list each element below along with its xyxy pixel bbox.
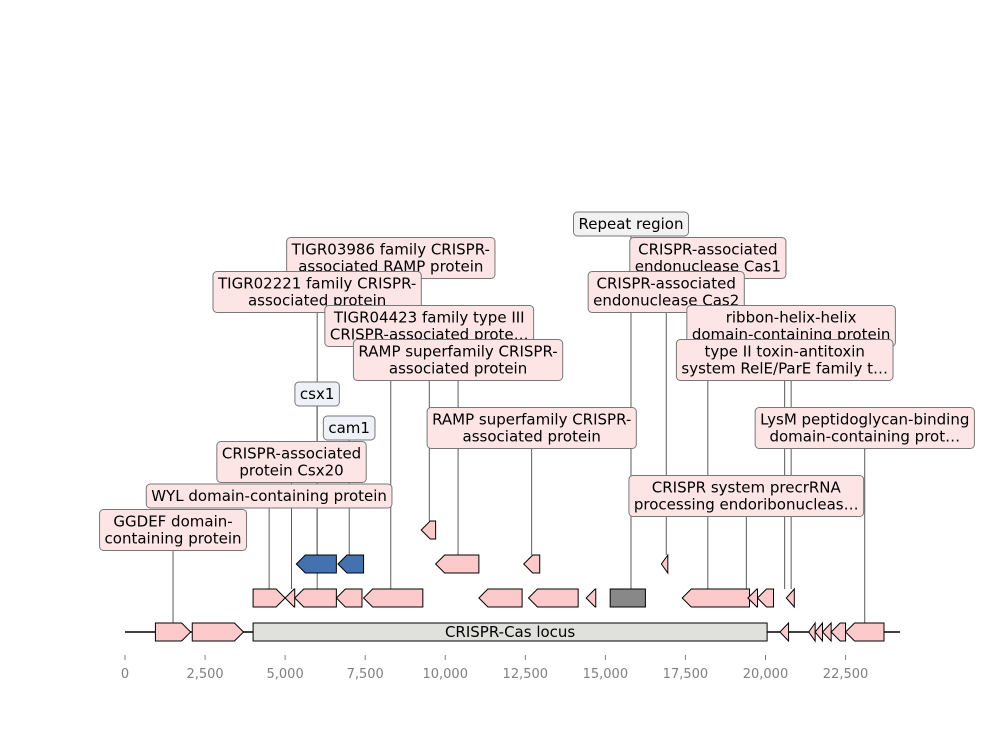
feature-label-text: Repeat region	[578, 215, 683, 233]
feature-label-box	[352, 339, 564, 381]
feature-label-text: containing protein	[105, 530, 242, 548]
gene-arrow	[808, 621, 816, 643]
gene-arrow	[585, 588, 597, 608]
axis-tick-label: 10,000	[422, 667, 468, 682]
crispr-cas-locus-box	[252, 622, 768, 642]
axis-tick-label: 0	[121, 667, 129, 682]
repeat-region-feature	[609, 588, 646, 608]
gene-arrow	[527, 588, 579, 608]
x-axis: 0 2,500 5,000 7,500 10,000 12,500 15,000 17,500…	[121, 655, 868, 682]
feature-label-box	[426, 407, 637, 449]
axis-tick-label: 17,500	[663, 667, 709, 682]
gene-arrow	[335, 588, 363, 608]
gene-arrow	[844, 622, 885, 642]
gene-arrow	[434, 554, 480, 574]
gene-arrow	[284, 588, 296, 608]
feature-label: RAMP superfamily CRISPR-associated prote…	[352, 339, 564, 381]
feature-labels: Repeat region TIGR03986 family CRISPR-ass…	[99, 211, 975, 551]
feature-label-text: TIGR02221 family CRISPR-	[217, 275, 416, 293]
feature-label: LysM peptidoglycan-bindingdomain-contain…	[754, 407, 975, 449]
gene-arrow	[420, 520, 437, 540]
feature-label: GGDEF domain-containing protein	[99, 509, 248, 551]
feature-label-text: processing endoribonucleas…	[634, 496, 859, 514]
feature-label-text: CRISPR system precrRNA	[652, 479, 842, 497]
feature-label-box	[145, 483, 393, 509]
feature-label-text: CRISPR-associated	[638, 241, 777, 259]
feature-label: csx1	[294, 381, 340, 407]
gene-arrow	[191, 622, 245, 642]
feature-label-text: protein Csx20	[239, 462, 343, 480]
feature-label-text: associated protein	[389, 360, 527, 378]
feature-label-box	[322, 415, 376, 441]
gene-arrow	[747, 588, 758, 608]
feature-label-text: type II toxin-antitoxin	[705, 343, 865, 361]
axis-tick-label: 12,500	[503, 667, 549, 682]
feature-label-text: GGDEF domain-	[113, 513, 232, 531]
feature-label-text: cam1	[328, 419, 370, 437]
axis-tick-label: 20,000	[743, 667, 789, 682]
feature-label-box	[572, 211, 689, 237]
gene-arrow	[252, 588, 286, 608]
feature-label: RAMP superfamily CRISPR-associated prote…	[426, 407, 637, 449]
gene-arrow	[756, 588, 775, 608]
feature-label-text: system RelE/ParE family t…	[681, 360, 888, 378]
gene-arrow	[830, 622, 847, 642]
crispr-cas-locus: CRISPR-Cas locus	[252, 622, 768, 642]
axis-tick-label: 22,500	[823, 667, 869, 682]
feature-label-box	[628, 475, 865, 517]
feature-label: Repeat region	[572, 211, 689, 237]
feature-label-box	[754, 407, 975, 449]
feature-label: WYL domain-containing protein	[145, 483, 393, 509]
gene-arrow	[362, 588, 424, 608]
gene-arrow	[779, 621, 790, 643]
gene-arrow	[523, 554, 541, 574]
gene-arrow	[814, 621, 823, 643]
feature-label: cam1	[322, 415, 376, 441]
feature-label-text: CRISPR-associated	[597, 275, 736, 293]
feature-label-box	[216, 441, 367, 483]
feature-label-text: TIGR04423 family type III	[333, 309, 525, 327]
gene-arrow	[154, 622, 192, 642]
axis-tick-label: 5,000	[267, 667, 304, 682]
feature-label-text: associated protein	[463, 428, 601, 446]
feature-label-text: RAMP superfamily CRISPR-	[358, 343, 557, 361]
feature-label-box	[587, 271, 745, 313]
feature-label-text: RAMP superfamily CRISPR-	[432, 411, 631, 429]
feature-label-box	[99, 509, 248, 551]
feature-label-box	[212, 271, 422, 313]
feature-label-text: WYL domain-containing protein	[151, 487, 387, 505]
gene-arrow	[821, 621, 832, 643]
gene-arrow	[294, 588, 337, 608]
feature-label-text: CRISPR-associated	[222, 445, 361, 463]
axis-tick-label: 15,000	[583, 667, 629, 682]
feature-label-text: domain-containing prot…	[769, 428, 960, 446]
cas-gene-arrow	[295, 554, 337, 574]
feature-label-text: TIGR03986 family CRISPR-	[291, 241, 490, 259]
gene-arrow	[785, 587, 795, 609]
axis-tick-label: 2,500	[186, 667, 223, 682]
gene-features	[154, 520, 885, 643]
feature-label-text: ribbon-helix-helix	[726, 309, 857, 327]
feature-label-box	[675, 339, 894, 381]
gene-arrow	[660, 553, 669, 575]
axis-tick-label: 7,500	[347, 667, 384, 682]
cas-gene-arrow	[337, 554, 365, 574]
gene-arrow	[478, 588, 523, 608]
gene-arrow	[681, 588, 750, 608]
feature-label-text: LysM peptidoglycan-binding	[760, 411, 969, 429]
feature-label-text: csx1	[300, 385, 334, 403]
feature-label-box	[294, 381, 340, 407]
crispr-cas-locus-label: CRISPR-Cas locus	[445, 623, 575, 641]
